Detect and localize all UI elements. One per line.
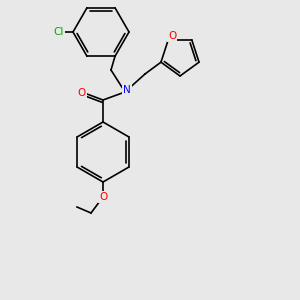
Text: O: O (99, 192, 107, 202)
Text: N: N (123, 85, 131, 95)
Text: Cl: Cl (54, 27, 64, 37)
Text: O: O (168, 31, 176, 41)
Text: O: O (78, 88, 86, 98)
